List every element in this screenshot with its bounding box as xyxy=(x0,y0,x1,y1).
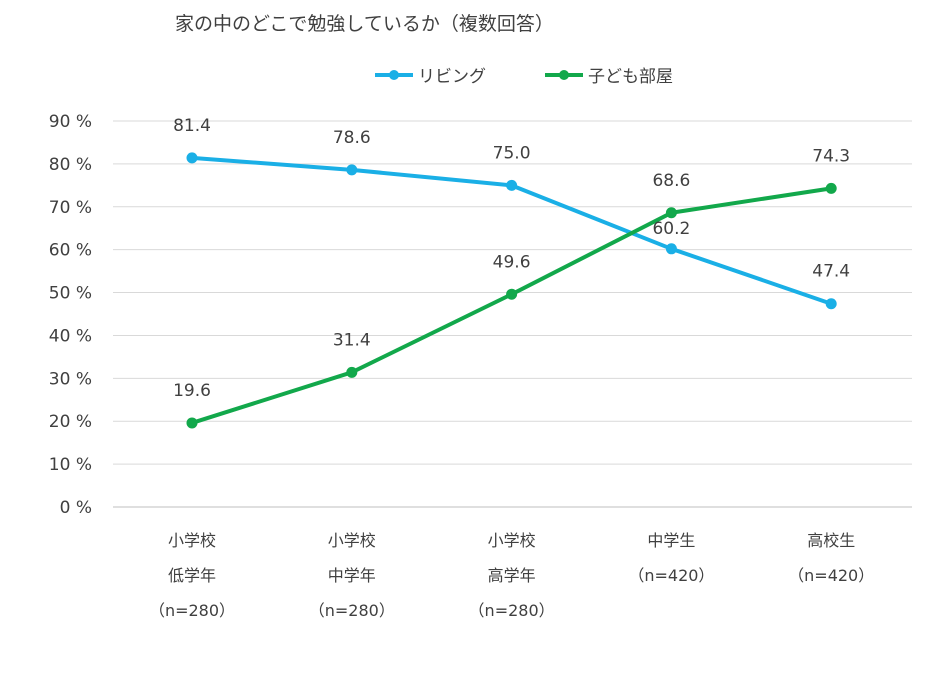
legend-label: 子ども部屋 xyxy=(588,67,673,87)
y-tick-label: 20 % xyxy=(49,412,92,432)
x-tick-label: 低学年 xyxy=(168,566,216,585)
data-label: 68.6 xyxy=(652,171,690,191)
data-label: 74.3 xyxy=(812,146,850,166)
y-tick-label: 10 % xyxy=(49,455,92,475)
data-point xyxy=(665,243,677,255)
chart-title: 家の中のどこで勉強しているか（複数回答） xyxy=(175,13,554,35)
x-tick-label: （n=280） xyxy=(469,601,555,620)
data-point xyxy=(825,182,837,194)
y-tick-label: 50 % xyxy=(49,284,92,304)
x-tick-label: 中学生 xyxy=(647,531,695,550)
y-tick-label: 90 % xyxy=(49,112,92,132)
x-tick-label: 小学校 xyxy=(168,531,216,550)
legend-marker xyxy=(559,70,569,80)
data-label: 19.6 xyxy=(173,381,211,401)
data-label: 31.4 xyxy=(333,330,371,350)
data-label: 75.0 xyxy=(493,143,531,163)
data-label: 47.4 xyxy=(812,262,850,282)
x-tick-label: （n=420） xyxy=(628,566,714,585)
x-tick-label: （n=280） xyxy=(309,601,395,620)
x-tick-label: 中学年 xyxy=(328,566,376,585)
y-tick-label: 30 % xyxy=(49,369,92,389)
data-label: 78.6 xyxy=(333,128,371,148)
x-tick-label: 小学校 xyxy=(488,531,536,550)
data-point xyxy=(186,152,198,164)
x-tick-label: 高学年 xyxy=(488,566,536,585)
data-label: 81.4 xyxy=(173,116,211,136)
series-line xyxy=(191,186,832,425)
legend-label: リビング xyxy=(418,67,486,87)
x-tick-label: （n=420） xyxy=(788,566,874,585)
y-tick-label: 0 % xyxy=(60,498,92,518)
y-tick-label: 70 % xyxy=(49,198,92,218)
legend-marker xyxy=(389,70,399,80)
data-label: 49.6 xyxy=(493,252,531,272)
y-tick-label: 80 % xyxy=(49,155,92,175)
data-point xyxy=(346,164,358,176)
y-tick-label: 60 % xyxy=(49,241,92,261)
data-label: 60.2 xyxy=(652,219,690,239)
series-line xyxy=(191,155,832,306)
data-point xyxy=(186,417,198,429)
x-tick-label: （n=280） xyxy=(149,601,235,620)
data-point xyxy=(346,366,358,378)
x-tick-label: 小学校 xyxy=(328,531,376,550)
x-tick-label: 高校生 xyxy=(807,531,855,550)
data-point xyxy=(825,298,837,310)
y-tick-label: 40 % xyxy=(49,326,92,346)
data-point xyxy=(665,207,677,219)
data-point xyxy=(506,288,518,300)
data-point xyxy=(506,179,518,191)
